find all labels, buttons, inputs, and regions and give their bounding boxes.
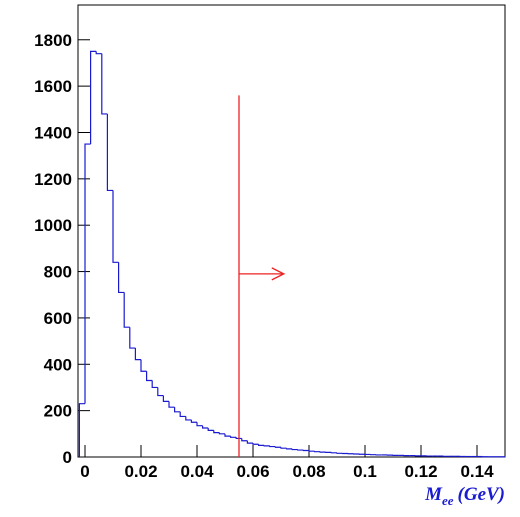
histogram-bin	[275, 447, 281, 448]
y-tick-label: 200	[44, 402, 72, 421]
histogram-bin	[79, 404, 85, 457]
histogram-bin	[292, 449, 298, 450]
x-tick-label: 0.08	[292, 462, 325, 481]
histogram-bin	[208, 428, 214, 430]
x-label-unit: (GeV)	[458, 484, 505, 505]
histogram-bin	[225, 434, 231, 436]
x-tick-label: 0.12	[404, 462, 437, 481]
histogram-bin	[203, 426, 209, 428]
y-tick-label: 1800	[34, 31, 72, 50]
histogram-bin	[214, 430, 220, 432]
x-label-main: M	[424, 484, 443, 505]
histogram-bin	[191, 420, 197, 422]
histogram-bin	[96, 51, 102, 53]
histogram-bin	[197, 422, 203, 425]
histogram-bin	[247, 441, 253, 443]
histogram-bin	[169, 401, 175, 407]
x-tick-label: 0	[80, 462, 89, 481]
histogram-bin	[135, 348, 141, 360]
histogram-bin	[158, 387, 164, 395]
histogram-bin	[253, 443, 259, 444]
histogram-bin	[186, 416, 192, 419]
histogram-bin	[113, 190, 119, 262]
histogram-bin	[147, 371, 153, 380]
y-tick-label: 800	[44, 263, 72, 282]
histogram-bin	[270, 446, 276, 447]
y-tick-label: 0	[63, 448, 72, 467]
histogram-bin	[107, 114, 113, 190]
cut-arrow	[239, 268, 284, 280]
histogram-bin	[124, 292, 130, 327]
histogram-bin	[141, 360, 147, 372]
histogram-bin	[219, 433, 225, 434]
y-tick-label: 1600	[34, 77, 72, 96]
histogram-bin	[119, 262, 125, 292]
histogram-bin	[309, 451, 315, 452]
y-tick-label: 400	[44, 355, 72, 374]
histogram-bin	[152, 381, 158, 388]
y-tick-label: 1400	[34, 123, 72, 142]
histogram-bin	[231, 436, 237, 437]
histogram-bin	[130, 327, 136, 348]
y-tick-label: 1200	[34, 170, 72, 189]
x-tick-label: 0.06	[236, 462, 269, 481]
x-label-subscript: ee	[442, 493, 454, 508]
histogram-bin	[91, 51, 97, 144]
x-tick-label: 0.04	[180, 462, 214, 481]
histogram-bin	[281, 447, 287, 448]
histogram-bin	[163, 396, 169, 402]
y-tick-label: 600	[44, 309, 72, 328]
histogram-bin	[175, 407, 181, 412]
x-axis-label: Mee (GeV)	[424, 484, 505, 508]
x-tick-label: 0.14	[460, 462, 494, 481]
frame	[78, 5, 505, 457]
x-tick-label: 0.1	[353, 462, 377, 481]
histogram-bin	[102, 54, 108, 114]
histogram-bin	[180, 412, 186, 417]
x-tick-label: 0.02	[124, 462, 157, 481]
histogram-bin	[287, 448, 293, 449]
histogram-bin	[242, 438, 248, 440]
histogram-bin	[259, 444, 265, 445]
y-tick-label: 1000	[34, 216, 72, 235]
